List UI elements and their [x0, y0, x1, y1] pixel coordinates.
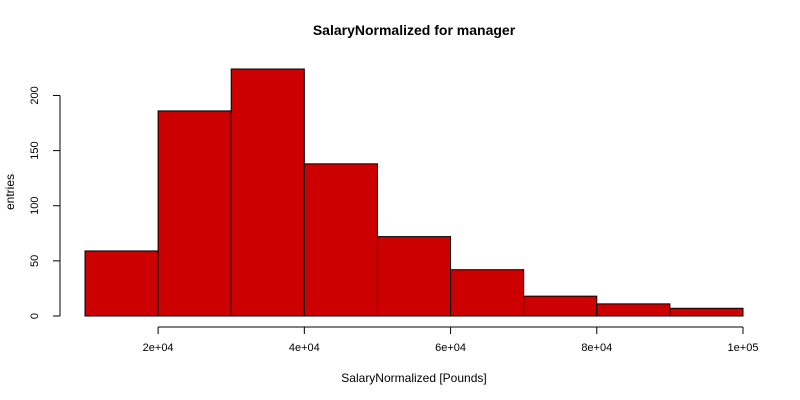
histogram-bar [596, 303, 671, 317]
histogram-bar [523, 295, 598, 317]
histogram-bar [303, 163, 378, 317]
y-tick-label: 100 [29, 197, 41, 215]
y-axis-label: entries [3, 174, 17, 210]
y-tick-label: 200 [29, 86, 41, 104]
x-tick-label: 1e+05 [728, 342, 759, 354]
y-tick-label: 50 [29, 255, 41, 267]
histogram-bar [230, 68, 305, 317]
histogram-bar [450, 269, 525, 317]
bars-group [84, 68, 744, 317]
histogram-bar [84, 250, 159, 317]
x-tick-label: 2e+04 [143, 342, 174, 354]
histogram-bar [669, 307, 744, 317]
histogram-bar [376, 236, 452, 317]
x-axis-label: SalaryNormalized [Pounds] [341, 371, 486, 385]
y-axis: 0 50 100 150 200 [29, 86, 61, 319]
x-tick-label: 8e+04 [581, 342, 612, 354]
y-tick-label: 150 [29, 141, 41, 159]
y-tick-label: 0 [29, 313, 41, 319]
x-tick-label: 4e+04 [289, 342, 320, 354]
chart-title: SalaryNormalized for manager [313, 22, 516, 38]
histogram-bar [157, 110, 232, 317]
x-tick-label: 6e+04 [435, 342, 466, 354]
x-axis: 2e+04 4e+04 6e+04 8e+04 1e+05 [143, 326, 759, 354]
